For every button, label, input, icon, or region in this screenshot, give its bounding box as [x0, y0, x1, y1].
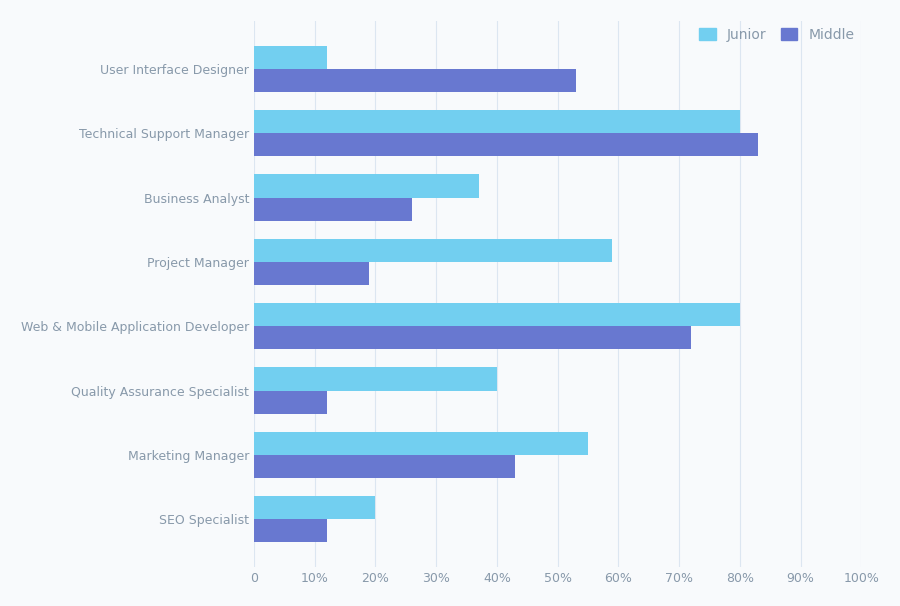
Bar — [254, 133, 758, 156]
Bar — [254, 455, 515, 478]
Bar — [254, 432, 588, 455]
Bar — [254, 175, 479, 198]
Bar — [254, 262, 369, 285]
Bar — [254, 519, 327, 542]
Bar — [254, 303, 740, 326]
Bar — [254, 239, 612, 262]
Bar — [254, 69, 576, 92]
Bar — [254, 45, 327, 69]
Bar — [254, 198, 412, 221]
Bar — [254, 110, 740, 133]
Bar — [254, 391, 327, 414]
Bar — [254, 326, 691, 350]
Bar — [254, 367, 497, 391]
Legend: Junior, Middle: Junior, Middle — [699, 28, 854, 42]
Bar — [254, 496, 375, 519]
